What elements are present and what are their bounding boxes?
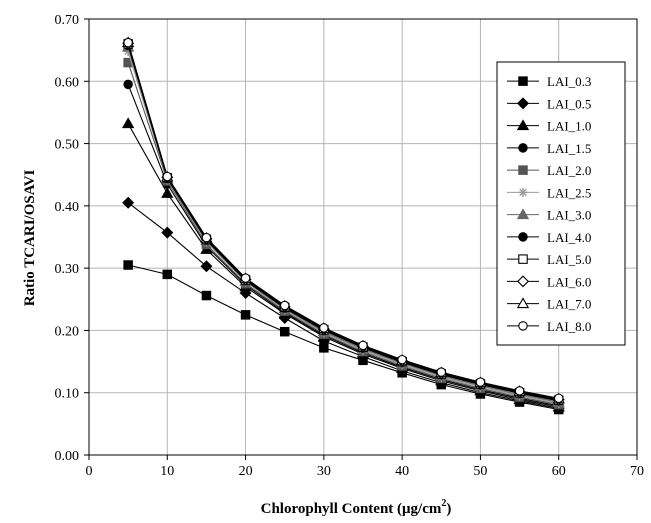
legend-marker bbox=[516, 208, 530, 220]
data-point bbox=[475, 377, 486, 387]
legend-marker bbox=[518, 321, 528, 331]
data-point bbox=[162, 171, 173, 182]
data-point bbox=[161, 187, 174, 198]
data-point bbox=[358, 340, 368, 351]
data-point bbox=[240, 310, 251, 320]
legend-marker bbox=[518, 76, 528, 86]
legend-item: LAI_6.0 bbox=[507, 274, 591, 289]
x-axis-title-close: ) bbox=[446, 501, 451, 517]
legend-label: LAI_7.0 bbox=[547, 297, 591, 312]
legend-item: LAI_3.0 bbox=[507, 208, 591, 223]
x-tick-label: 30 bbox=[317, 464, 331, 479]
legend-item: LAI_7.0 bbox=[507, 297, 591, 312]
legend-label: LAI_0.3 bbox=[547, 74, 591, 89]
data-point bbox=[201, 232, 212, 243]
legend-marker bbox=[518, 232, 528, 242]
legend-marker bbox=[518, 143, 528, 153]
x-tick-label: 20 bbox=[239, 464, 253, 479]
x-tick-label: 10 bbox=[160, 464, 174, 479]
y-axis-title: Ratio TCARI/OSAVI bbox=[22, 170, 38, 307]
data-point bbox=[162, 269, 173, 280]
x-axis-title-unit: μg/cm bbox=[402, 501, 442, 517]
y-tick-label: 0.50 bbox=[55, 138, 80, 153]
series-line bbox=[127, 84, 559, 407]
legend-marker bbox=[517, 97, 529, 110]
series-LAI_8.0 bbox=[123, 37, 564, 404]
x-tick-label: 40 bbox=[395, 464, 409, 479]
legend-item: LAI_1.5 bbox=[507, 141, 591, 156]
x-tick-label: 60 bbox=[552, 464, 566, 479]
legend-label: LAI_4.0 bbox=[547, 230, 591, 245]
data-point bbox=[553, 393, 564, 404]
legend-item: LAI_4.0 bbox=[507, 230, 591, 245]
data-point bbox=[319, 323, 329, 333]
legend-item: LAI_5.0 bbox=[507, 252, 591, 267]
data-point bbox=[123, 260, 133, 270]
plot-area-frame bbox=[88, 18, 638, 456]
legend-item: LAI_2.5 bbox=[507, 185, 591, 200]
legend-marker bbox=[518, 187, 528, 198]
legend-marker bbox=[516, 297, 530, 309]
legend-item: LAI_1.0 bbox=[507, 119, 591, 134]
series-line bbox=[127, 264, 559, 411]
legend-label: LAI_2.0 bbox=[547, 163, 591, 178]
x-tick-label: 50 bbox=[473, 464, 487, 479]
legend: LAI_0.3 LAI_0.5 LAI_1.0 LAI_1.5 LAI_2.0 LAI_2… bbox=[496, 61, 626, 346]
y-tick-label: 0.60 bbox=[55, 75, 80, 90]
y-tick-label: 0.30 bbox=[55, 262, 80, 277]
legend-marker bbox=[517, 275, 529, 288]
data-point bbox=[200, 260, 213, 273]
x-tick-label: 70 bbox=[630, 464, 644, 479]
legend-box bbox=[496, 61, 626, 346]
data-point bbox=[123, 37, 133, 48]
x-axis-title-unit-superscript: 2 bbox=[441, 498, 446, 509]
y-tick-label: 0.10 bbox=[55, 387, 80, 402]
legend-label: LAI_8.0 bbox=[547, 319, 591, 334]
x-axis-title: Chlorophyll Content (μg/cm2) bbox=[261, 498, 452, 517]
data-point bbox=[201, 290, 212, 301]
legend-label: LAI_0.5 bbox=[547, 96, 591, 111]
data-point bbox=[161, 226, 174, 239]
series-line bbox=[127, 51, 559, 404]
series-lines bbox=[121, 36, 565, 415]
legend-item: LAI_0.5 bbox=[507, 96, 591, 111]
legend-item: LAI_2.0 bbox=[507, 163, 591, 178]
data-point bbox=[122, 196, 135, 209]
y-tick-label: 0.70 bbox=[55, 13, 80, 28]
legend-marker bbox=[516, 119, 530, 131]
legend-label: LAI_1.5 bbox=[547, 141, 591, 156]
legend-label: LAI_1.0 bbox=[547, 119, 591, 134]
axes: 0 10 20 30 40 50 60 70 0.00 0.10 0.20 0.30 0.40 0.50 0… bbox=[55, 13, 645, 479]
y-tick-label: 0.20 bbox=[55, 324, 80, 339]
data-point bbox=[436, 367, 447, 377]
data-point bbox=[240, 273, 251, 283]
legend-label: LAI_2.5 bbox=[547, 185, 591, 200]
series-line bbox=[127, 62, 559, 406]
legend-marker bbox=[518, 254, 528, 264]
legend-label: LAI_6.0 bbox=[547, 274, 591, 289]
data-point bbox=[279, 326, 290, 337]
x-axis-title-main: Chlorophyll Content ( bbox=[261, 501, 402, 517]
data-point bbox=[514, 386, 525, 396]
legend-marker bbox=[518, 165, 528, 175]
data-point bbox=[279, 300, 290, 311]
legend-label: LAI_3.0 bbox=[547, 208, 591, 223]
series-line bbox=[127, 202, 559, 409]
data-point bbox=[121, 117, 135, 129]
data-point bbox=[397, 354, 407, 365]
y-tick-label: 0.00 bbox=[55, 449, 80, 464]
legend-label: LAI_5.0 bbox=[547, 252, 591, 267]
series-line bbox=[127, 123, 559, 408]
data-point bbox=[123, 79, 133, 90]
y-tick-label: 0.40 bbox=[55, 200, 80, 215]
legend-item: LAI_8.0 bbox=[507, 319, 591, 334]
legend-item: LAI_0.3 bbox=[507, 74, 591, 89]
x-tick-label: 0 bbox=[86, 464, 93, 479]
series-line bbox=[127, 42, 559, 399]
